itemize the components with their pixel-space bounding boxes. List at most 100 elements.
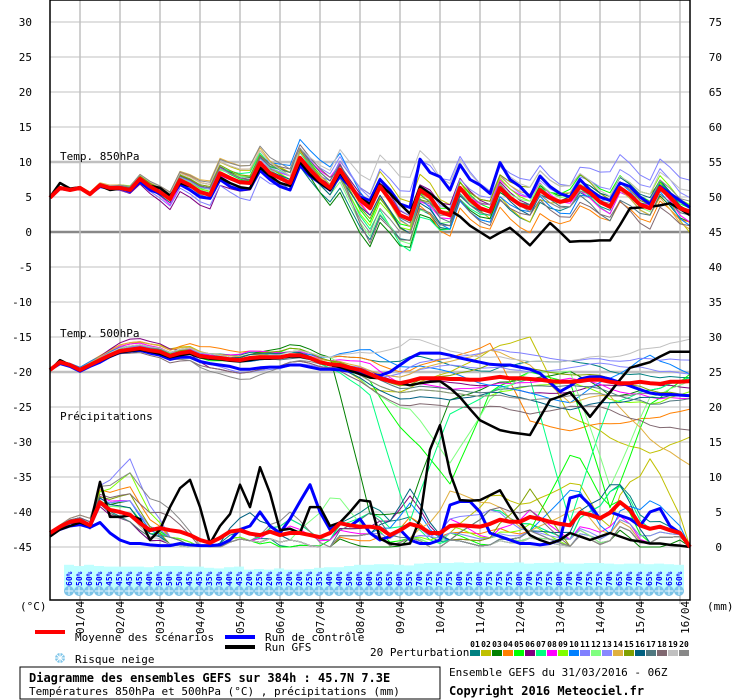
snow-risk-bar (204, 567, 214, 590)
left-tick-label: -20 (12, 366, 32, 379)
snowflake-icon (234, 586, 244, 596)
perturbation-legend-number: 19 (668, 640, 678, 649)
snow-risk-percent: 45% (235, 571, 244, 586)
snow-risk-percent: 50% (165, 571, 174, 586)
snowflake-icon (84, 586, 94, 596)
snowflake-icon (194, 586, 204, 596)
left-tick-label: 5 (25, 191, 32, 204)
left-tick-label: -10 (12, 296, 32, 309)
left-tick-label: -35 (12, 471, 32, 484)
snow-risk-percent: 80% (515, 571, 524, 586)
perturbation-legend-swatch (624, 650, 634, 656)
date-label: 03/04 (154, 601, 167, 634)
snowflake-arms (75, 587, 83, 595)
run-info: Ensemble GEFS du 31/03/2016 - 06Z (449, 666, 668, 679)
snow-risk-bar (364, 564, 374, 590)
snow-risk-percent: 55% (405, 571, 414, 586)
snowflake-arms (535, 587, 543, 595)
snow-risk-bar (584, 563, 594, 590)
snowflake-icon (254, 586, 264, 596)
snow-risk-percent: 45% (105, 571, 114, 586)
snow-risk-bar (434, 563, 444, 590)
perturbation-legend-number: 05 (514, 640, 524, 649)
snow-risk-bar (414, 563, 424, 590)
snowflake-arms (475, 587, 483, 595)
date-label: 09/04 (394, 601, 407, 634)
snow-risk-percent: 50% (155, 571, 164, 586)
snowflake-arms (205, 587, 213, 595)
perturbation-legend-swatch (613, 650, 623, 656)
snow-risk-percent: 80% (555, 571, 564, 586)
snow-risk-bar (214, 568, 224, 590)
snow-risk-percent: 65% (375, 571, 384, 586)
snow-risk-percent: 60% (85, 571, 94, 586)
snowflake-icon (604, 586, 614, 596)
snow-risk-bar (224, 567, 234, 590)
snow-risk-bar (394, 564, 404, 590)
snow-risk-percent: 45% (135, 571, 144, 586)
snow-risk-bar (64, 564, 74, 590)
snow-risk-bar (634, 563, 644, 590)
snowflake-arms (425, 587, 433, 595)
snow-risk-bar (354, 564, 364, 590)
date-label: 01/04 (74, 601, 87, 634)
right-tick-label: 20 (709, 401, 722, 414)
right-tick-label: 10 (709, 471, 722, 484)
date-label: 13/04 (554, 601, 567, 634)
snow-risk-percent: 50% (175, 571, 184, 586)
snow-risk-percent: 25% (255, 571, 264, 586)
date-label: 10/04 (434, 601, 447, 634)
snowflake-icon (554, 586, 564, 596)
snowflake-icon (674, 586, 684, 596)
snow-risk-percent: 40% (335, 571, 344, 586)
snow-risk-bar (554, 562, 564, 590)
perturbation-20-t850-line (49, 145, 691, 234)
left-tick-label: -5 (19, 261, 32, 274)
snow-risk-bar (614, 564, 624, 590)
chart-subtitle: Températures 850hPa et 500hPa (°C) , pré… (29, 685, 400, 698)
snowflake-icon (474, 586, 484, 596)
mean-t500-line (48, 346, 691, 386)
perturbation-legend-swatch (536, 650, 546, 656)
snowflake-arms (605, 587, 613, 595)
snowflake-arms (625, 587, 633, 595)
snow-risk-bar (654, 563, 664, 590)
snow-risk-bar (84, 564, 94, 590)
right-tick-label: 25 (709, 366, 722, 379)
right-tick-label: 0 (715, 541, 722, 554)
date-label: 15/04 (634, 601, 647, 634)
snowflake-icon (434, 586, 444, 596)
snowflake-arms (645, 587, 653, 595)
perturbation-legend-swatch (657, 650, 667, 656)
date-label: 02/04 (114, 601, 127, 634)
perturbation-legend-swatch (646, 650, 656, 656)
snowflake-arms (395, 587, 403, 595)
left-tick-label: -30 (12, 436, 32, 449)
perturbation-legend-number: 10 (569, 640, 579, 649)
snowflake-icon (464, 586, 474, 596)
date-label: 08/04 (354, 601, 367, 634)
snow-risk-bar (314, 567, 324, 590)
perturbation-legend-swatch (569, 650, 579, 656)
snowflake-icon (414, 586, 424, 596)
snowflake-icon (184, 586, 194, 596)
snow-risk-bar (304, 569, 314, 590)
snowflake-arms (295, 587, 303, 595)
snowflake-icon (144, 586, 154, 596)
snow-risk-bar (494, 563, 504, 590)
snow-risk-percent: 35% (315, 571, 324, 586)
perturbation-legend-number: 06 (525, 640, 535, 649)
snowflake-icon (564, 586, 574, 596)
snowflake-icon (64, 586, 74, 596)
snowflake-icon (594, 586, 604, 596)
snowflake-icon (94, 586, 104, 596)
right-tick-label: 30 (709, 331, 722, 344)
snow-risk-bar (324, 567, 334, 590)
legend-gfs-label: Run GFS (265, 641, 311, 654)
snowflake-arms (525, 587, 533, 595)
snow-risk-percent: 60% (365, 571, 374, 586)
right-tick-label: 60 (709, 121, 722, 134)
perturbation-legend: 01 02 03 04 05 06 07 08 09 10 11 12 13 14 15 16 17 18 19 20 (470, 640, 689, 656)
